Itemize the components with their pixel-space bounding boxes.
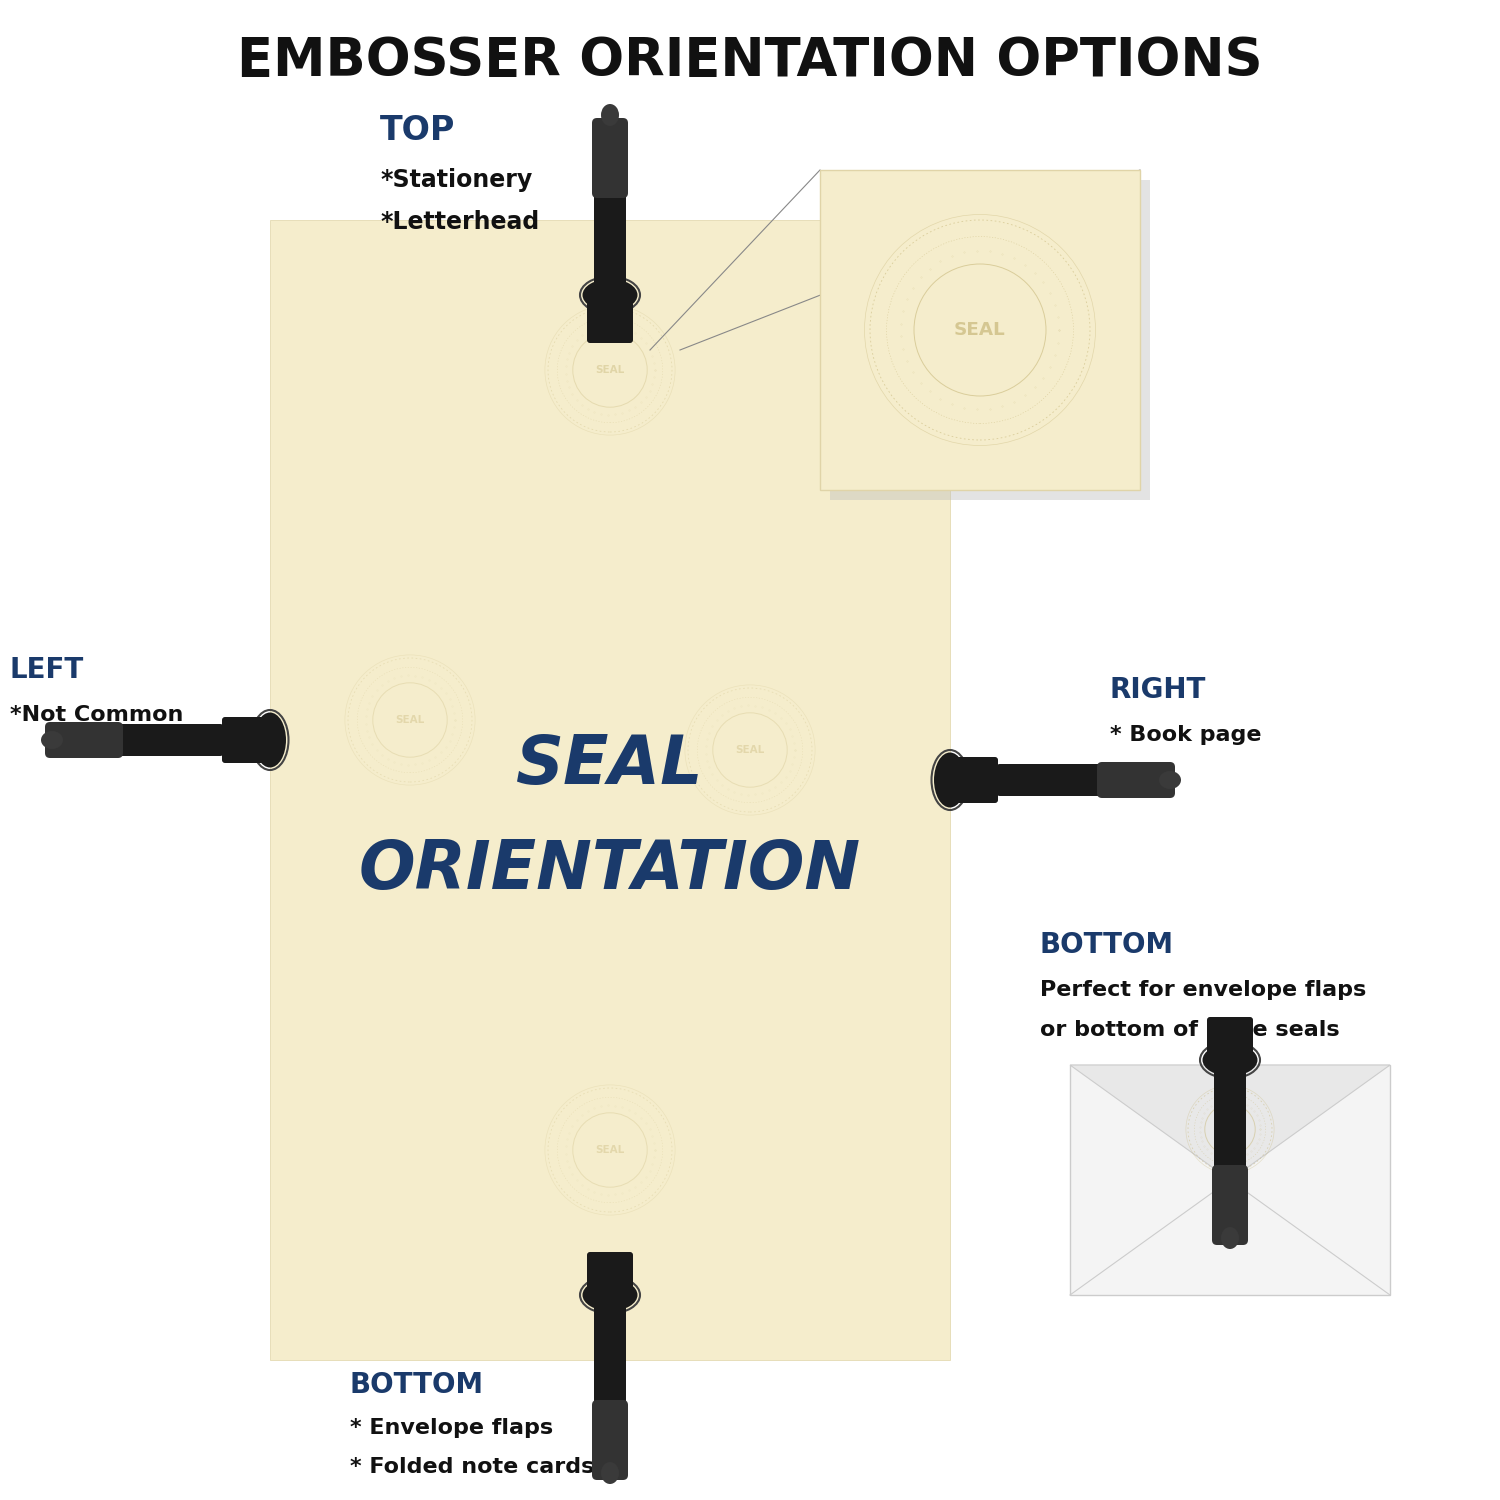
FancyBboxPatch shape xyxy=(996,764,1104,796)
FancyBboxPatch shape xyxy=(1070,1065,1390,1294)
Text: * Folded note cards: * Folded note cards xyxy=(350,1456,594,1478)
FancyBboxPatch shape xyxy=(116,724,224,756)
Ellipse shape xyxy=(602,1462,619,1484)
FancyBboxPatch shape xyxy=(45,722,123,758)
Text: or bottom of page seals: or bottom of page seals xyxy=(1040,1020,1340,1040)
Text: LEFT: LEFT xyxy=(10,656,84,684)
Text: * Book page: * Book page xyxy=(1110,724,1262,746)
Text: SEAL: SEAL xyxy=(596,364,624,375)
Ellipse shape xyxy=(1221,1227,1239,1250)
Text: SEAL: SEAL xyxy=(735,746,765,754)
FancyBboxPatch shape xyxy=(1214,1060,1246,1168)
Text: SEAL: SEAL xyxy=(396,716,424,724)
Text: *Letterhead: *Letterhead xyxy=(380,210,540,234)
Ellipse shape xyxy=(602,104,619,126)
Text: EMBOSSER ORIENTATION OPTIONS: EMBOSSER ORIENTATION OPTIONS xyxy=(237,34,1263,87)
FancyBboxPatch shape xyxy=(586,286,633,344)
Text: *Stationery: *Stationery xyxy=(380,168,532,192)
FancyBboxPatch shape xyxy=(592,1400,628,1480)
Text: BOTTOM: BOTTOM xyxy=(1040,932,1174,958)
Text: ORIENTATION: ORIENTATION xyxy=(358,837,861,903)
Text: BOTTOM: BOTTOM xyxy=(350,1371,484,1400)
Text: RIGHT: RIGHT xyxy=(1110,676,1206,703)
Text: SEAL: SEAL xyxy=(1218,1125,1242,1134)
FancyBboxPatch shape xyxy=(1212,1166,1248,1245)
Ellipse shape xyxy=(582,1280,638,1311)
Text: * Envelope flaps: * Envelope flaps xyxy=(350,1418,554,1438)
Ellipse shape xyxy=(40,730,63,748)
FancyBboxPatch shape xyxy=(594,189,626,297)
Text: SEAL: SEAL xyxy=(516,732,704,798)
FancyBboxPatch shape xyxy=(222,717,273,764)
Polygon shape xyxy=(1070,1065,1390,1180)
FancyBboxPatch shape xyxy=(594,1296,626,1404)
Text: *Not Common: *Not Common xyxy=(10,705,183,724)
Text: Perfect for envelope flaps: Perfect for envelope flaps xyxy=(1040,980,1366,1000)
Ellipse shape xyxy=(934,753,966,807)
Text: SEAL: SEAL xyxy=(596,1144,624,1155)
FancyBboxPatch shape xyxy=(821,170,1140,491)
Text: TOP: TOP xyxy=(380,114,456,147)
FancyBboxPatch shape xyxy=(270,220,950,1360)
Text: SEAL: SEAL xyxy=(954,321,1006,339)
Ellipse shape xyxy=(1160,771,1180,789)
Ellipse shape xyxy=(1203,1044,1257,1076)
FancyBboxPatch shape xyxy=(830,180,1150,500)
FancyBboxPatch shape xyxy=(1096,762,1174,798)
FancyBboxPatch shape xyxy=(592,118,628,198)
Ellipse shape xyxy=(582,279,638,310)
FancyBboxPatch shape xyxy=(946,758,998,802)
FancyBboxPatch shape xyxy=(1208,1017,1252,1068)
FancyBboxPatch shape xyxy=(586,1252,633,1304)
Ellipse shape xyxy=(254,712,286,768)
